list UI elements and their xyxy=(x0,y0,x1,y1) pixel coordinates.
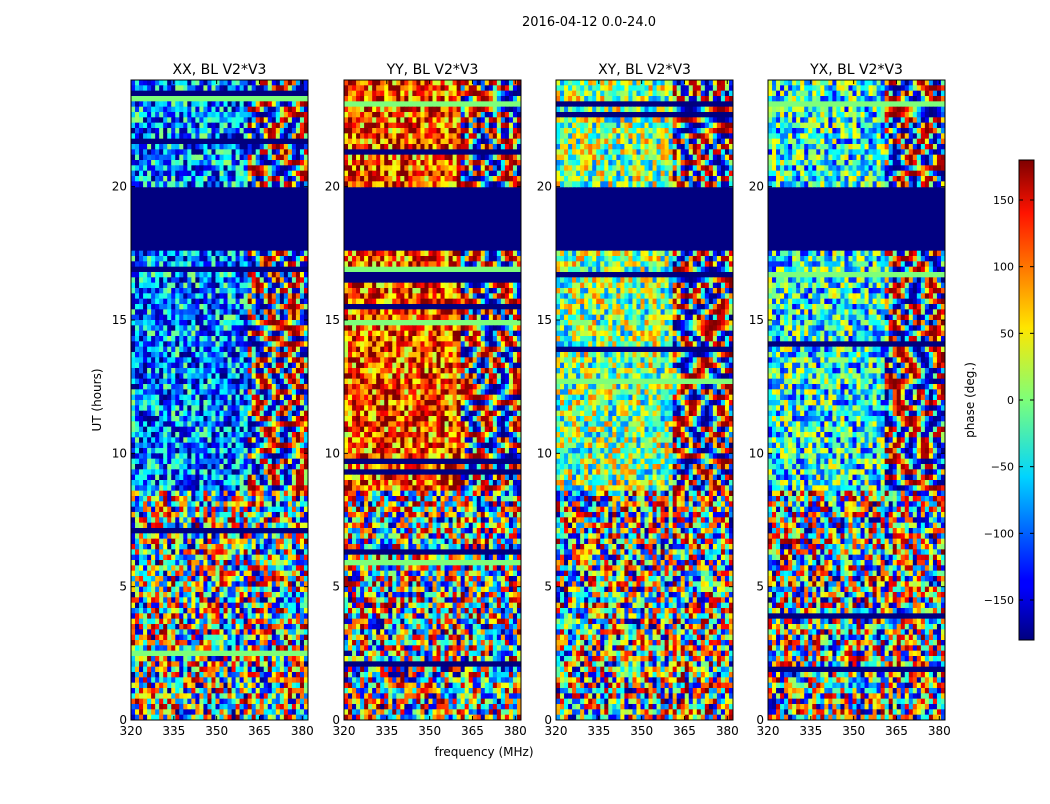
panel-title: YY, BL V2*V3 xyxy=(386,62,479,78)
y-tick-label: 0 xyxy=(756,713,764,727)
panel-image xyxy=(768,80,946,721)
x-tick-label: 350 xyxy=(205,724,228,738)
x-tick-label: 380 xyxy=(504,724,527,738)
colorbar-label: phase (deg.) xyxy=(963,362,977,438)
y-tick-label: 0 xyxy=(119,713,127,727)
colorbar-tick-label: −100 xyxy=(984,527,1014,540)
y-tick-label: 20 xyxy=(112,180,127,194)
y-tick-label: 20 xyxy=(325,180,340,194)
panel-title: YX, BL V2*V3 xyxy=(809,62,903,78)
x-tick-label: 365 xyxy=(673,724,696,738)
x-tick-label: 365 xyxy=(248,724,271,738)
figure-title: 2016-04-12 0.0-24.0 xyxy=(522,15,656,30)
colorbar-tick-label: 50 xyxy=(1000,327,1014,340)
panel-image xyxy=(344,80,522,721)
colorbar-tick-label: −50 xyxy=(991,461,1014,474)
y-tick-label: 10 xyxy=(325,446,340,460)
y-tick-label: 0 xyxy=(544,713,552,727)
y-tick-label: 5 xyxy=(756,580,764,594)
colorbar-tick-label: 150 xyxy=(993,194,1014,207)
x-tick-label: 350 xyxy=(418,724,441,738)
colorbar: 150 100 50 0 −50 −100 −150 phase (deg.) xyxy=(963,160,1034,640)
x-tick-label: 335 xyxy=(799,724,822,738)
colorbar-tick-label: 0 xyxy=(1007,394,1014,407)
x-axis-label: frequency (MHz) xyxy=(434,745,533,759)
y-tick-label: 10 xyxy=(749,446,764,460)
y-tick-label: 15 xyxy=(112,313,127,327)
y-tick-label: 15 xyxy=(325,313,340,327)
x-tick-label: 350 xyxy=(842,724,865,738)
y-tick-label: 0 xyxy=(332,713,340,727)
x-tick-label: 335 xyxy=(587,724,610,738)
y-tick-label: 15 xyxy=(749,313,764,327)
y-tick-label: 10 xyxy=(537,446,552,460)
x-tick-label: 335 xyxy=(162,724,185,738)
x-tick-label: 365 xyxy=(461,724,484,738)
x-tick-label: 380 xyxy=(928,724,951,738)
x-tick-label: 335 xyxy=(375,724,398,738)
y-tick-label: 15 xyxy=(537,313,552,327)
y-tick-label: 5 xyxy=(119,580,127,594)
panel-image xyxy=(556,80,734,721)
y-tick-label: 5 xyxy=(332,580,340,594)
panel-title: XX, BL V2*V3 xyxy=(173,62,267,78)
y-tick-label: 20 xyxy=(537,180,552,194)
x-tick-label: 365 xyxy=(885,724,908,738)
x-tick-label: 350 xyxy=(630,724,653,738)
panel-title: XY, BL V2*V3 xyxy=(598,62,691,78)
y-tick-label: 20 xyxy=(749,180,764,194)
x-tick-label: 380 xyxy=(716,724,739,738)
y-axis-label: UT (hours) xyxy=(90,368,104,431)
colorbar-tick-label: −150 xyxy=(984,594,1014,607)
x-tick-label: 380 xyxy=(291,724,314,738)
y-tick-label: 5 xyxy=(544,580,552,594)
colorbar-tick-label: 100 xyxy=(993,261,1014,274)
panel-image xyxy=(131,80,309,721)
y-tick-label: 10 xyxy=(112,446,127,460)
